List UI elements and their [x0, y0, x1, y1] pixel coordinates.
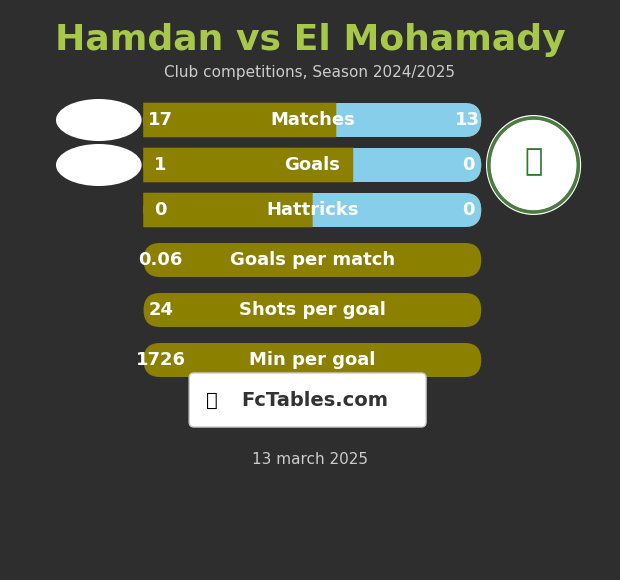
- Text: Shots per goal: Shots per goal: [239, 301, 386, 319]
- Text: 📊: 📊: [206, 390, 218, 409]
- Text: 0: 0: [154, 201, 167, 219]
- FancyBboxPatch shape: [143, 343, 481, 377]
- FancyBboxPatch shape: [143, 243, 481, 277]
- Text: FcTables.com: FcTables.com: [242, 390, 389, 409]
- Text: Goals: Goals: [285, 156, 340, 174]
- FancyBboxPatch shape: [143, 148, 353, 182]
- Text: 🦅: 🦅: [525, 147, 542, 176]
- Text: 0: 0: [462, 156, 474, 174]
- Text: Min per goal: Min per goal: [249, 351, 376, 369]
- FancyBboxPatch shape: [143, 193, 481, 227]
- Circle shape: [486, 115, 581, 215]
- Text: Goals per match: Goals per match: [230, 251, 395, 269]
- Text: 1726: 1726: [136, 351, 185, 369]
- Text: 13: 13: [456, 111, 480, 129]
- FancyBboxPatch shape: [143, 103, 481, 137]
- FancyBboxPatch shape: [143, 193, 481, 227]
- FancyBboxPatch shape: [143, 193, 312, 227]
- Text: 24: 24: [148, 301, 173, 319]
- FancyBboxPatch shape: [189, 373, 426, 427]
- Text: 13 march 2025: 13 march 2025: [252, 452, 368, 467]
- Text: 0.06: 0.06: [138, 251, 183, 269]
- Text: Hattricks: Hattricks: [266, 201, 358, 219]
- Text: Hamdan vs El Mohamady: Hamdan vs El Mohamady: [55, 23, 565, 57]
- FancyBboxPatch shape: [143, 148, 481, 182]
- FancyBboxPatch shape: [143, 293, 481, 327]
- Text: 0: 0: [462, 201, 474, 219]
- FancyBboxPatch shape: [143, 103, 336, 137]
- Text: 17: 17: [148, 111, 173, 129]
- FancyBboxPatch shape: [143, 148, 481, 182]
- FancyBboxPatch shape: [143, 103, 481, 137]
- Text: Club competitions, Season 2024/2025: Club competitions, Season 2024/2025: [164, 64, 456, 79]
- Ellipse shape: [56, 99, 141, 141]
- Text: 1: 1: [154, 156, 167, 174]
- Text: Matches: Matches: [270, 111, 355, 129]
- Circle shape: [489, 118, 578, 212]
- Ellipse shape: [56, 144, 141, 186]
